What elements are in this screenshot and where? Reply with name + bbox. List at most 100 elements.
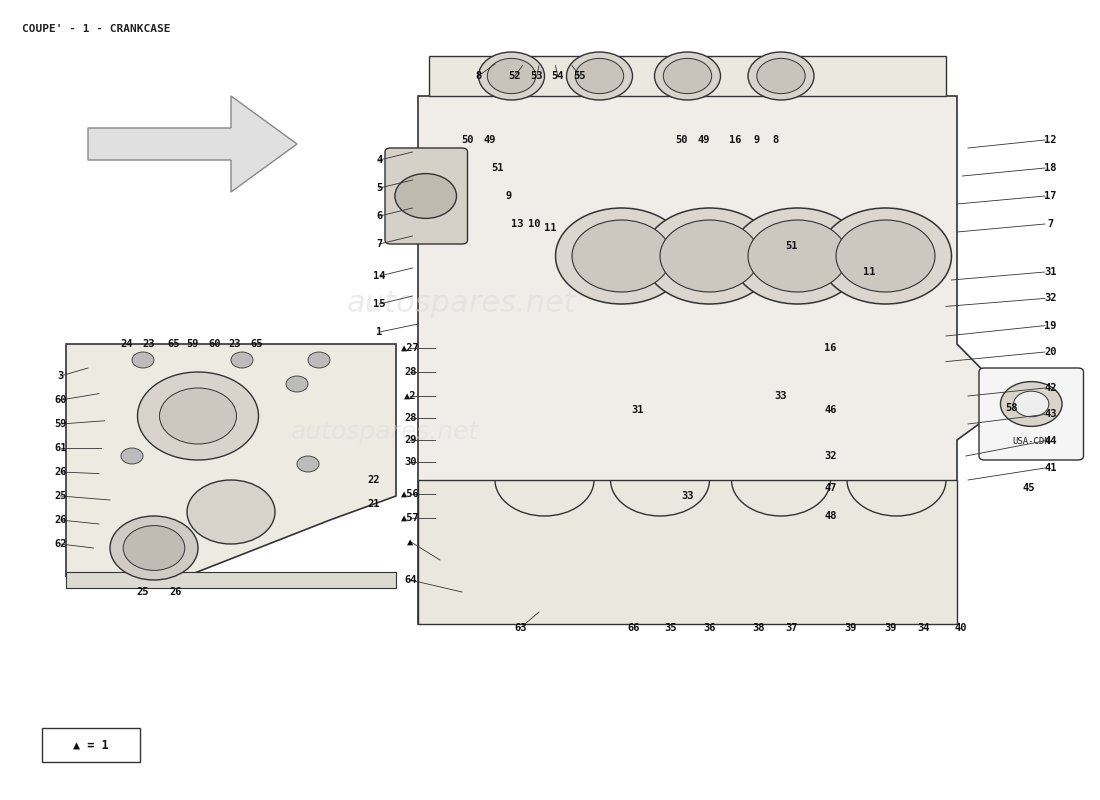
Circle shape [487,58,536,94]
Circle shape [132,352,154,368]
Text: ▲57: ▲57 [400,513,420,522]
Text: 12: 12 [1044,135,1057,145]
Text: 65: 65 [167,339,180,349]
Text: 34: 34 [917,623,931,633]
Polygon shape [418,480,957,624]
Text: 13: 13 [510,219,524,229]
Circle shape [1001,382,1063,426]
Text: 8: 8 [772,135,779,145]
Text: 19: 19 [1044,321,1057,330]
FancyBboxPatch shape [979,368,1084,460]
Circle shape [663,58,712,94]
Bar [66,572,396,588]
Circle shape [231,352,253,368]
Text: COUPE' - 1 - CRANKCASE: COUPE' - 1 - CRANKCASE [22,24,170,34]
Text: 16: 16 [728,135,741,145]
Text: 59: 59 [186,339,199,349]
Text: 11: 11 [862,267,876,277]
Text: 53: 53 [530,71,543,81]
Circle shape [556,208,688,304]
Text: 10: 10 [528,219,541,229]
Text: 33: 33 [681,491,694,501]
Polygon shape [418,96,1012,624]
FancyBboxPatch shape [42,728,140,762]
Text: 7: 7 [376,239,383,249]
Text: 9: 9 [505,191,512,201]
Circle shape [732,208,864,304]
Text: 16: 16 [824,343,837,353]
Circle shape [748,52,814,100]
Circle shape [575,58,624,94]
Text: ▲2: ▲2 [404,391,417,401]
Polygon shape [88,96,297,192]
Text: 40: 40 [954,623,967,633]
Text: 8: 8 [475,71,482,81]
Text: ▲: ▲ [407,537,414,546]
Text: 50: 50 [461,135,474,145]
Text: 25: 25 [54,491,67,501]
Text: 22: 22 [367,475,381,485]
Circle shape [123,526,185,570]
Circle shape [297,456,319,472]
Text: 29: 29 [404,435,417,445]
Text: ▲56: ▲56 [400,489,420,498]
FancyBboxPatch shape [385,148,468,244]
Text: 4: 4 [376,155,383,165]
Circle shape [121,448,143,464]
Text: 32: 32 [1044,294,1057,303]
Text: autospares.net: autospares.net [290,420,480,444]
Text: 11: 11 [543,223,557,233]
Polygon shape [66,344,396,576]
Text: 26: 26 [54,467,67,477]
Text: 48: 48 [824,511,837,521]
Text: 32: 32 [824,451,837,461]
Text: 31: 31 [1044,267,1057,277]
Text: 60: 60 [54,395,67,405]
Circle shape [748,220,847,292]
Text: ▲ = 1: ▲ = 1 [74,738,109,751]
Circle shape [836,220,935,292]
Text: 66: 66 [627,623,640,633]
Text: 24: 24 [120,339,133,349]
Text: 51: 51 [785,241,799,250]
Text: 65: 65 [250,339,263,349]
Circle shape [187,480,275,544]
Text: 43: 43 [1044,410,1057,419]
Text: 59: 59 [54,419,67,429]
Text: 15: 15 [373,299,386,309]
Text: 9: 9 [754,135,760,145]
Text: 39: 39 [844,623,857,633]
Circle shape [1014,391,1048,417]
Text: 64: 64 [404,575,417,585]
Circle shape [160,388,236,444]
Text: 61: 61 [54,443,67,453]
Text: 50: 50 [675,135,689,145]
Text: 35: 35 [664,623,678,633]
Circle shape [308,352,330,368]
Circle shape [138,372,258,460]
Text: 21: 21 [367,499,381,509]
Text: 33: 33 [774,391,788,401]
Circle shape [572,220,671,292]
Text: 3: 3 [57,371,64,381]
Text: 52: 52 [508,71,521,81]
Circle shape [660,220,759,292]
Text: 49: 49 [697,135,711,145]
Circle shape [478,52,544,100]
Text: 60: 60 [208,339,221,349]
Text: 55: 55 [573,71,586,81]
Text: 20: 20 [1044,347,1057,357]
Circle shape [286,376,308,392]
Polygon shape [429,56,946,96]
Text: ▲27: ▲27 [400,343,420,353]
Text: 44: 44 [1044,436,1057,446]
Text: 28: 28 [404,413,417,422]
Text: 31: 31 [631,406,645,415]
Circle shape [644,208,776,304]
Circle shape [566,52,632,100]
Text: 28: 28 [404,367,417,377]
Text: 47: 47 [824,483,837,493]
Circle shape [654,52,720,100]
Circle shape [110,516,198,580]
Text: 26: 26 [54,515,67,525]
